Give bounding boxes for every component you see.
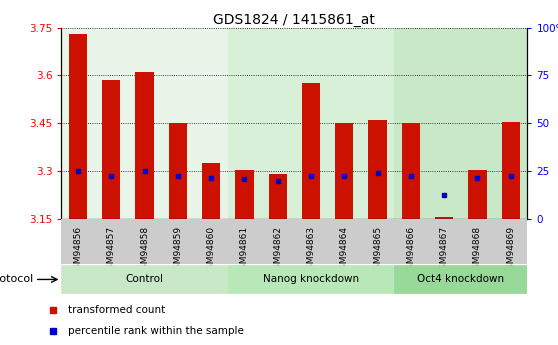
Bar [394,219,427,264]
Text: GSM94867: GSM94867 [440,226,449,275]
Bar [402,123,420,219]
Bar [136,72,154,219]
Bar [202,163,220,219]
Text: Control: Control [126,275,163,284]
Text: GSM94857: GSM94857 [107,226,116,275]
Bar [102,80,121,219]
Text: GSM94863: GSM94863 [306,226,315,275]
Text: GSM94860: GSM94860 [206,226,215,275]
Text: GSM94864: GSM94864 [340,226,349,275]
Bar [302,83,320,219]
Bar [61,266,228,293]
Bar [394,28,527,219]
Bar [435,217,453,219]
Bar [195,219,228,264]
Bar [261,219,295,264]
Bar [394,266,527,293]
Title: GDS1824 / 1415861_at: GDS1824 / 1415861_at [213,12,376,27]
Bar [161,219,195,264]
Bar [228,266,394,293]
Text: percentile rank within the sample: percentile rank within the sample [68,326,244,336]
Bar [502,122,520,219]
Text: GSM94861: GSM94861 [240,226,249,275]
Bar [61,219,95,264]
Bar [335,123,353,219]
Text: protocol: protocol [0,275,33,284]
Bar [494,219,527,264]
Bar [169,123,187,219]
Bar [368,120,387,219]
Bar [95,219,128,264]
Bar [61,28,228,219]
Text: GSM94868: GSM94868 [473,226,482,275]
Text: GSM94862: GSM94862 [273,226,282,275]
Bar [235,170,253,219]
Text: transformed count: transformed count [68,305,165,315]
Text: Oct4 knockdown: Oct4 knockdown [417,275,504,284]
Bar [69,34,87,219]
Text: Nanog knockdown: Nanog knockdown [263,275,359,284]
Bar [427,219,461,264]
Bar [228,219,261,264]
Bar [268,175,287,219]
Bar [128,219,161,264]
Bar [461,219,494,264]
Bar [468,170,487,219]
Bar [228,28,394,219]
Text: GSM94865: GSM94865 [373,226,382,275]
Text: GSM94856: GSM94856 [74,226,83,275]
Text: GSM94858: GSM94858 [140,226,149,275]
Text: GSM94866: GSM94866 [406,226,415,275]
Bar [361,219,394,264]
Text: GSM94869: GSM94869 [506,226,515,275]
Bar [295,219,328,264]
Bar [328,219,361,264]
Text: GSM94859: GSM94859 [174,226,182,275]
